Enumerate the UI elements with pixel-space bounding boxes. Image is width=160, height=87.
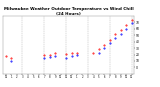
Title: Milwaukee Weather Outdoor Temperature vs Wind Chill (24 Hours): Milwaukee Weather Outdoor Temperature vs… [4,7,134,16]
